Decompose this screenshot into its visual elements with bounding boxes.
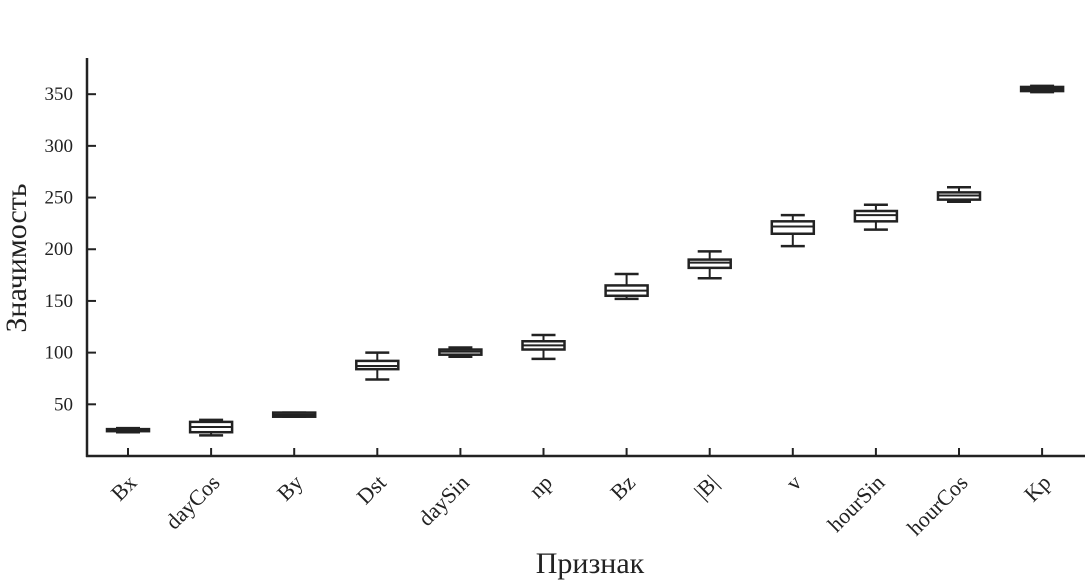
- boxes: [105, 84, 1065, 437]
- iqr-box: [770, 220, 816, 235]
- box-Kp: [1019, 84, 1065, 94]
- x-tick-label: daySin: [413, 470, 474, 531]
- box-v: [770, 213, 816, 248]
- x-tick-label: np: [524, 470, 557, 503]
- x-tick-label: Dst: [352, 470, 391, 509]
- x-tick-label: Bz: [605, 470, 640, 505]
- y-axis-title: Значимость: [0, 183, 33, 332]
- y-tick-label: 150: [45, 291, 74, 312]
- axes: [85, 58, 1085, 458]
- box-daySin: [438, 346, 483, 359]
- box-dayCos: [188, 418, 234, 437]
- iqr-box: [853, 209, 899, 223]
- y-tick-label: 50: [54, 394, 73, 415]
- x-tick-label: Kp: [1019, 470, 1056, 507]
- y-tick-label: 350: [45, 84, 74, 105]
- box-B: [687, 250, 732, 280]
- y-tick-label: 100: [45, 343, 74, 364]
- x-tick-label: v: [781, 470, 806, 495]
- box-By: [271, 411, 317, 418]
- box-Bz: [604, 272, 649, 301]
- x-axis-title: Признак: [536, 547, 645, 580]
- y-tick-label: 250: [45, 188, 74, 209]
- y-ticks: 50 100 150 200 250 300 350: [45, 84, 96, 415]
- box-Bx: [105, 426, 151, 434]
- x-tick-label: |B|: [689, 470, 723, 504]
- x-tick-label: dayCos: [160, 470, 224, 534]
- x-tick-label: hourSin: [822, 470, 889, 537]
- x-tick-label: By: [272, 470, 308, 506]
- y-tick-label: 200: [45, 239, 74, 260]
- box-np: [521, 333, 566, 361]
- x-tick-label: hourCos: [902, 470, 972, 540]
- iqr-box: [355, 359, 400, 371]
- box-Dst: [355, 351, 400, 381]
- x-tick-label: Bx: [106, 470, 142, 506]
- x-ticks: Bx dayCos By Dst daySin np Bz |B| v hourSin hourCo…: [106, 448, 1056, 540]
- box-hourSin: [853, 203, 899, 231]
- box-hourCos: [936, 185, 982, 203]
- y-tick-label: 300: [45, 136, 74, 157]
- iqr-box: [687, 258, 732, 270]
